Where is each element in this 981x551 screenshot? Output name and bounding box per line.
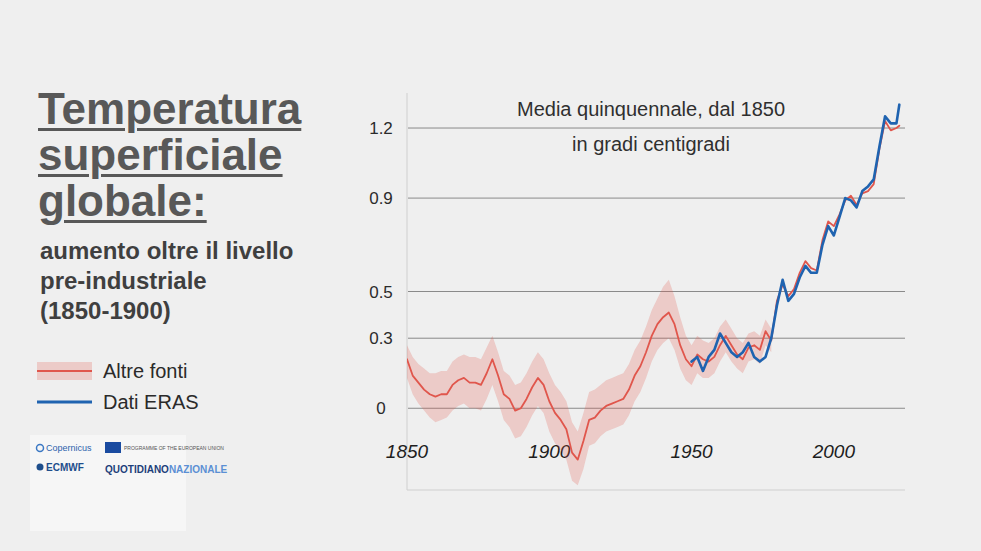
subtitle-word: livello (225, 237, 293, 264)
logo-publisher-part: QUOTIDIANO (105, 464, 169, 475)
legend-band (37, 362, 92, 380)
logo-ecmwf: ECMWF (46, 462, 84, 473)
x-tick-label: 2000 (812, 441, 856, 462)
plot-area (407, 105, 899, 486)
subtitle-word: oltre (147, 237, 199, 264)
series-line (407, 121, 899, 460)
subtitle-word: pre-industriale (40, 267, 207, 294)
logo-publisher-part: NAZIONALE (169, 464, 228, 475)
subtitle: aumento oltre il livello pre-industriale… (40, 236, 320, 326)
grid-line (408, 291, 905, 292)
logo-eu: PROGRAMME OF THE EUROPEAN UNION (124, 445, 224, 451)
legend-label: Dati ERAS (103, 391, 199, 413)
subtitle-word: (1850-1900) (40, 297, 171, 324)
title: Temperatura superficiale globale: (38, 86, 328, 224)
subtitle-word: aumento (40, 237, 140, 264)
ecmwf-icon (37, 464, 44, 471)
legend-line (37, 401, 92, 404)
y-axis-line (407, 93, 408, 490)
annotation: Media quinquennale, dal 1850 (517, 98, 785, 120)
grid-line (408, 408, 905, 409)
chart: 00.30.50.91.21850190019502000Media quinq… (0, 0, 981, 551)
eu-flag (105, 442, 121, 453)
x-axis-line (407, 490, 905, 491)
legend-line (37, 370, 92, 372)
grid-line (408, 128, 905, 129)
y-tick-label: 0.3 (369, 329, 393, 348)
annotation: in gradi centigradi (572, 133, 730, 155)
x-tick-label: 1950 (670, 441, 713, 462)
uncertainty-band (407, 280, 771, 486)
logo-publisher: QUOTIDIANONAZIONALE (105, 464, 228, 475)
y-tick-label: 0 (376, 399, 385, 418)
copernicus-icon (37, 445, 44, 452)
grid-line (408, 198, 905, 199)
subtitle-word: il (205, 237, 218, 264)
legend-label: Altre fonti (103, 360, 187, 382)
y-tick-label: 0.5 (369, 283, 393, 302)
logo-copernicus: Copernicus (46, 443, 92, 453)
y-tick-label: 0.9 (369, 189, 393, 208)
x-tick-label: 1850 (386, 441, 429, 462)
y-tick-label: 1.2 (369, 119, 393, 138)
